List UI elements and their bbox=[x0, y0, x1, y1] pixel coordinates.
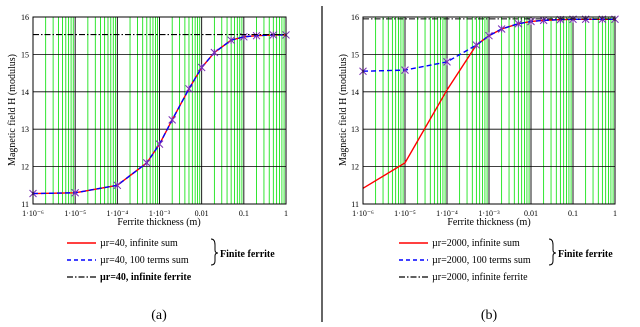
legend-label-100-terms: µr=40, 100 terms sum bbox=[100, 255, 189, 266]
legend-brace-label: Finite ferrite bbox=[558, 249, 613, 260]
y-tick-label: 14 bbox=[351, 88, 359, 97]
data-point-marker bbox=[472, 41, 481, 49]
legend-label-infinite-sum: µr=2000, infinite sum bbox=[432, 238, 520, 249]
grid bbox=[32, 16, 286, 205]
data-point-marker bbox=[185, 84, 193, 93]
legend-label-infinite-sum: µr=40, infinite sum bbox=[100, 238, 178, 249]
y-tick-label: 15 bbox=[351, 50, 359, 59]
y-tick-label: 16 bbox=[21, 13, 29, 22]
data-point-marker bbox=[155, 140, 164, 149]
data-point-marker bbox=[252, 31, 261, 40]
y-axis-label: Magnetic field H (modulus) bbox=[338, 54, 349, 166]
data-point-marker bbox=[497, 25, 506, 33]
legend: µr=2000, infinite sum µr=2000, 100 terms… bbox=[399, 238, 613, 283]
x-tick-label: 0.1 bbox=[568, 209, 578, 218]
data-point-marker bbox=[210, 48, 219, 57]
y-tick-label: 16 bbox=[351, 13, 359, 22]
plot-frame bbox=[32, 16, 287, 205]
legend-brace-label: Finite ferrite bbox=[220, 249, 275, 260]
x-tick-label: 1·10⁻⁴ bbox=[436, 209, 458, 218]
series-line-2 bbox=[32, 34, 286, 195]
x-tick-label: 0.1 bbox=[239, 209, 249, 218]
y-tick-label: 13 bbox=[21, 125, 29, 134]
legend-brace bbox=[548, 238, 557, 266]
legend: µr=40, infinite sum µr=40, 100 terms sum… bbox=[67, 238, 275, 283]
x-axis-label: Ferrite thickness (m) bbox=[447, 217, 530, 228]
legend-label-infinite-ferrite: µr=2000, infinite ferrite bbox=[432, 272, 528, 283]
y-tick-label: 14 bbox=[21, 88, 29, 97]
y-tick-labels: 11 12 13 14 15 16 bbox=[351, 13, 359, 209]
x-tick-label: 1·10⁻⁴ bbox=[106, 209, 128, 218]
x-tick-label: 1·10⁻⁵ bbox=[64, 209, 86, 218]
x-tick-label: 1 bbox=[284, 209, 288, 218]
chart-panel-b: 1·10⁻⁶ 1·10⁻⁵ 1·10⁻⁴ 1·10⁻³ 0.01 0.1 1 1112131… bbox=[338, 13, 619, 323]
data-point-marker bbox=[485, 31, 493, 40]
y-tick-label: 15 bbox=[21, 50, 29, 59]
series-layer bbox=[29, 31, 290, 198]
legend-brace bbox=[210, 238, 219, 266]
legend-label-100-terms: µr=2000, 100 terms sum bbox=[432, 255, 531, 266]
x-axis-label: Ferrite thickness (m) bbox=[117, 217, 200, 228]
x-tick-label: 1 bbox=[613, 209, 617, 218]
x-tick-label: 1·10⁻⁶ bbox=[352, 209, 374, 218]
x-tick-label: 1·10⁻⁶ bbox=[22, 209, 44, 218]
y-tick-label: 11 bbox=[21, 200, 29, 209]
data-point-marker bbox=[539, 16, 548, 25]
y-tick-labels: 11 12 13 14 15 16 bbox=[21, 13, 29, 209]
data-point-marker bbox=[269, 31, 278, 39]
data-point-marker bbox=[113, 181, 122, 190]
legend-label-infinite-ferrite: µr=40, infinite ferrite bbox=[100, 272, 192, 283]
data-point-marker bbox=[401, 66, 409, 74]
y-tick-label: 12 bbox=[351, 163, 359, 172]
data-point-marker bbox=[71, 188, 80, 197]
panel-label: (a) bbox=[151, 308, 167, 323]
y-axis-label: Magnetic field H (modulus) bbox=[7, 54, 18, 166]
x-tick-label: 1·10⁻³ bbox=[149, 209, 171, 218]
y-tick-label: 11 bbox=[351, 200, 359, 209]
x-tick-label: 0.01 bbox=[524, 209, 538, 218]
panel-label: (b) bbox=[481, 308, 498, 323]
data-point-marker bbox=[443, 58, 451, 66]
data-point-marker bbox=[197, 63, 206, 72]
data-point-marker bbox=[514, 19, 523, 28]
y-tick-label: 13 bbox=[351, 125, 359, 134]
data-point-marker bbox=[168, 115, 177, 124]
series-line-2 bbox=[362, 18, 615, 72]
x-tick-labels: 1·10⁻⁶ 1·10⁻⁵ 1·10⁻⁴ 1·10⁻³ 0.01 0.1 1 bbox=[22, 209, 288, 218]
data-point-marker bbox=[227, 36, 235, 45]
y-tick-label: 12 bbox=[21, 163, 29, 172]
data-point-marker bbox=[142, 159, 151, 167]
chart-panel-a: 1·10⁻⁶ 1·10⁻⁵ 1·10⁻⁴ 1·10⁻³ 0.01 0.1 1 1112131… bbox=[7, 13, 290, 323]
x-tick-label: 1·10⁻⁵ bbox=[394, 209, 416, 218]
x-tick-label: 1·10⁻³ bbox=[478, 209, 500, 218]
x-tick-label: 0.01 bbox=[195, 209, 209, 218]
x-tick-labels: 1·10⁻⁶ 1·10⁻⁵ 1·10⁻⁴ 1·10⁻³ 0.01 0.1 1 bbox=[352, 209, 617, 218]
plot-frame bbox=[362, 16, 616, 205]
